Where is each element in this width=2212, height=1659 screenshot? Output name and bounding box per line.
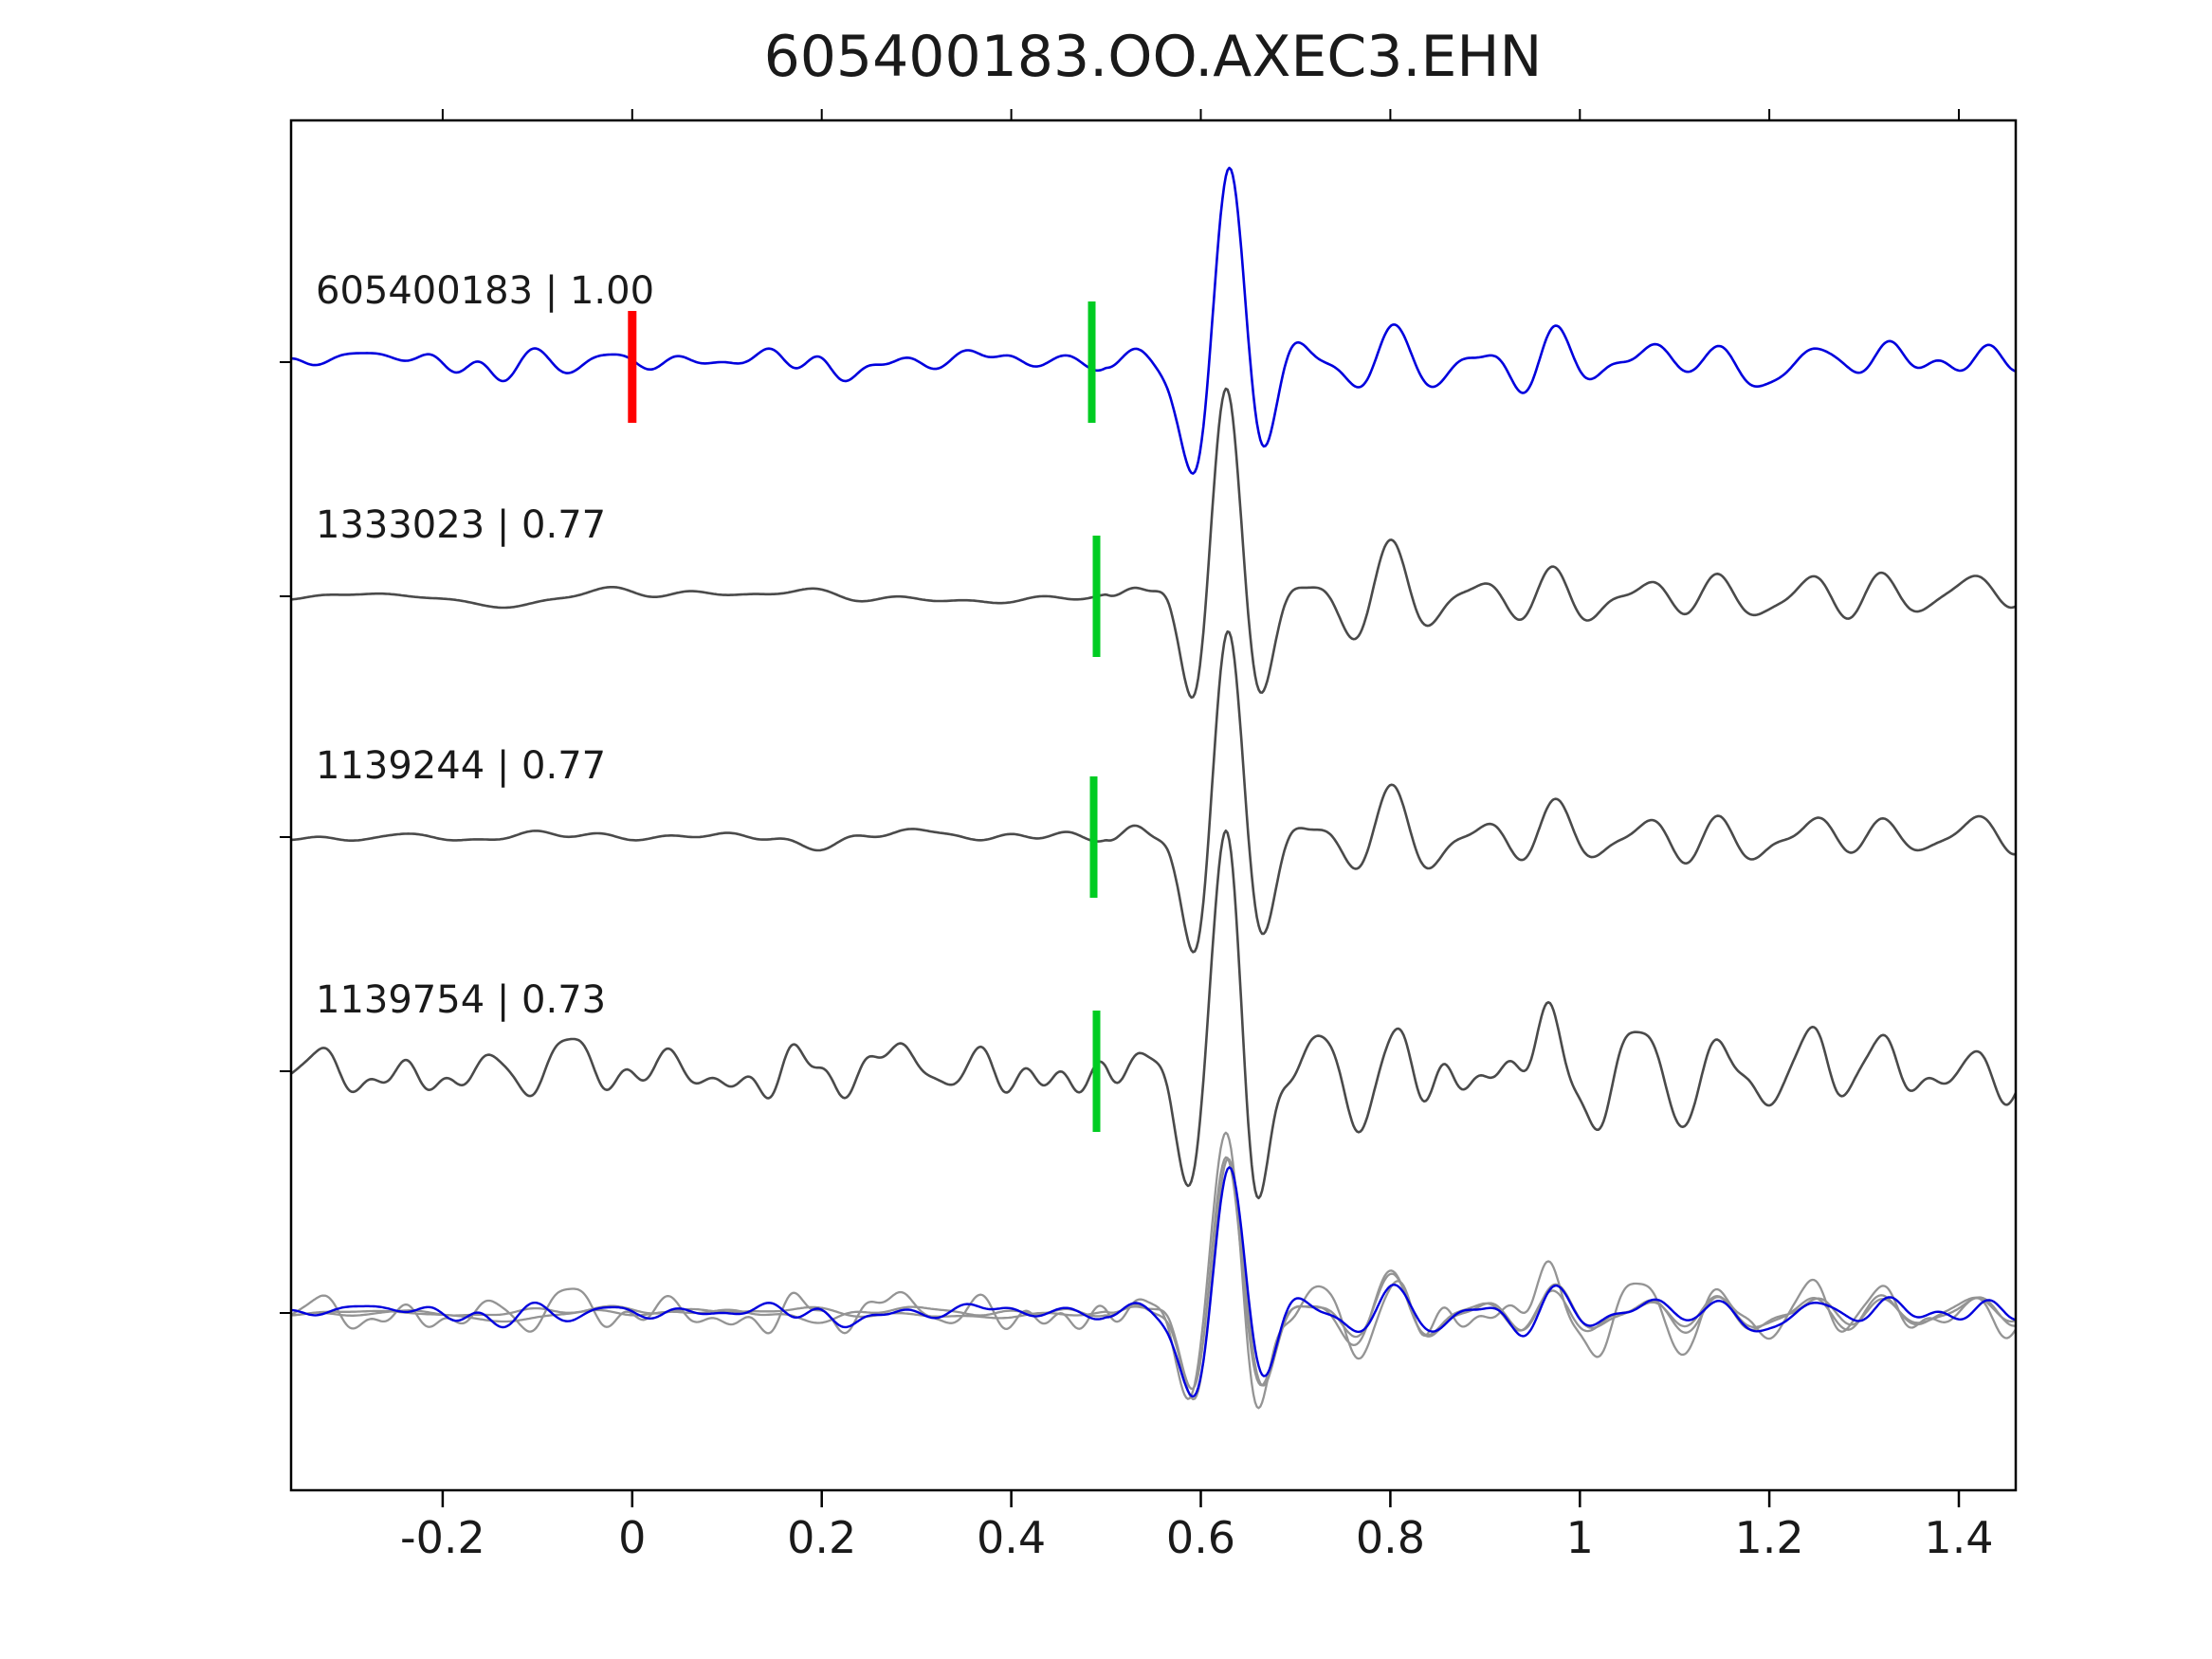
waveform-trace-1139754: [291, 829, 2016, 1200]
trace-labels-group: 605400183 | 1.00 1333023 | 0.77 1139244 | …: [316, 269, 654, 1022]
pick-marker-1139244: [1089, 776, 1098, 898]
waveform-trace-1333023: [291, 387, 2016, 700]
x-axis-tick-label: 1: [1566, 1512, 1594, 1563]
overlay-trace-1139244: [291, 1158, 2016, 1401]
plot-frame: [289, 118, 2018, 1492]
markers-group: [628, 301, 1101, 1132]
x-axis-tick-label: 0.2: [787, 1512, 856, 1563]
waveform-trace-605400183: [291, 166, 2016, 475]
trace-label-1139244: 1139244 | 0.77: [316, 744, 606, 788]
plot-title: 605400183.OO.AXEC3.EHN: [764, 24, 1543, 90]
x-axis-tick-label: 1.4: [1924, 1512, 1993, 1563]
axis-ticks-group: -0.2 0 0.2 0.4 0.6 0.8 1 1.2 1.4: [280, 109, 1994, 1563]
traces-group: [291, 166, 2016, 1410]
overlay-trace-1333023: [291, 1156, 2016, 1391]
pick-marker-1139754: [1092, 1011, 1101, 1132]
trace-label-1139754: 1139754 | 0.73: [316, 978, 606, 1022]
waveform-trace-1139244: [291, 629, 2016, 954]
x-axis-tick-label: 0.4: [977, 1512, 1046, 1563]
pick-marker-605400183: [1088, 301, 1096, 423]
x-axis-tick-label: 1.2: [1735, 1512, 1804, 1563]
pick-marker-1333023: [1092, 536, 1101, 657]
trace-label-1333023: 1333023 | 0.77: [316, 503, 606, 547]
overlay-trace-605400183: [291, 1166, 2016, 1398]
overlay-trace-1139754: [291, 1131, 2016, 1410]
trace-label-605400183: 605400183 | 1.00: [316, 269, 654, 313]
x-axis-tick-label: 0.8: [1356, 1512, 1425, 1563]
x-axis-tick-label: 0: [618, 1512, 646, 1563]
reference-marker: [628, 311, 637, 423]
x-axis-tick-label: 0.6: [1166, 1512, 1235, 1563]
x-axis-tick-label: -0.2: [400, 1512, 485, 1563]
